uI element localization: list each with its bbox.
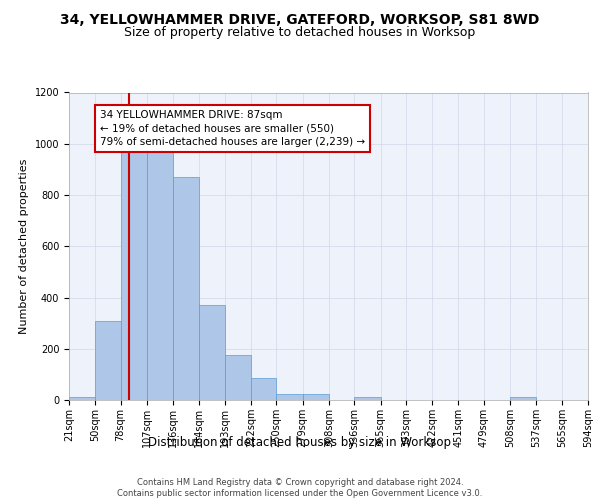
Bar — [199, 305, 225, 400]
Bar — [173, 177, 199, 400]
Text: Distribution of detached houses by size in Worksop: Distribution of detached houses by size … — [149, 436, 452, 449]
Bar — [95, 320, 121, 400]
Bar — [355, 398, 380, 400]
Text: 34, YELLOWHAMMER DRIVE, GATEFORD, WORKSOP, S81 8WD: 34, YELLOWHAMMER DRIVE, GATEFORD, WORKSO… — [61, 12, 539, 26]
Bar — [302, 394, 329, 400]
Bar — [69, 398, 95, 400]
Bar — [277, 394, 302, 400]
Text: 34 YELLOWHAMMER DRIVE: 87sqm
← 19% of detached houses are smaller (550)
79% of s: 34 YELLOWHAMMER DRIVE: 87sqm ← 19% of de… — [100, 110, 365, 147]
Y-axis label: Number of detached properties: Number of detached properties — [19, 158, 29, 334]
Bar — [121, 149, 147, 400]
Bar — [251, 378, 277, 400]
Bar — [510, 398, 536, 400]
Text: Contains HM Land Registry data © Crown copyright and database right 2024.
Contai: Contains HM Land Registry data © Crown c… — [118, 478, 482, 498]
Text: Size of property relative to detached houses in Worksop: Size of property relative to detached ho… — [124, 26, 476, 39]
Bar — [147, 152, 173, 400]
Bar — [225, 355, 251, 400]
